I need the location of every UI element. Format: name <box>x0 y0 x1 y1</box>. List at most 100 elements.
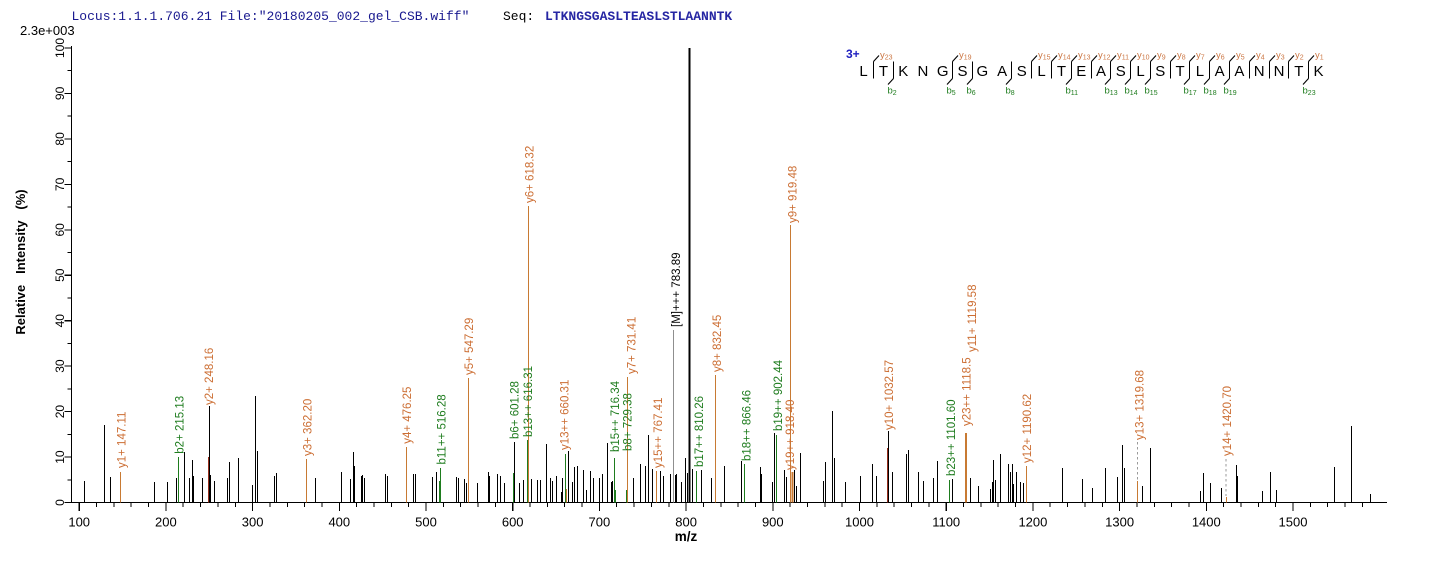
svg-text:K: K <box>1313 63 1323 80</box>
svg-text:1300: 1300 <box>1105 515 1134 530</box>
svg-text:70: 70 <box>53 177 67 191</box>
svg-text:y10+ 1032.57: y10+ 1032.57 <box>884 360 896 430</box>
svg-text:y15++ 767.41: y15++ 767.41 <box>653 398 665 468</box>
svg-text:Locus:1.1.1.706.21 File:"20180: Locus:1.1.1.706.21 File:"20180205_002_ge… <box>72 9 470 24</box>
svg-text:A: A <box>1234 63 1244 80</box>
svg-text:b15++ 716.34: b15++ 716.34 <box>610 380 622 452</box>
svg-text:y7+ 731.41: y7+ 731.41 <box>626 317 638 374</box>
svg-text:0: 0 <box>53 499 67 506</box>
svg-text:L: L <box>859 63 867 80</box>
svg-text:L: L <box>1196 63 1204 80</box>
svg-text:y12+ 1190.62: y12+ 1190.62 <box>1022 394 1034 463</box>
svg-text:100: 100 <box>53 38 67 58</box>
svg-text:y19++ 918.40: y19++ 918.40 <box>785 400 797 470</box>
svg-text:y13++ 660.31: y13++ 660.31 <box>559 380 571 450</box>
svg-text:1000: 1000 <box>845 515 874 530</box>
svg-text:10: 10 <box>53 450 67 464</box>
svg-text:b2: b2 <box>888 86 897 98</box>
svg-text:y8+ 832.45: y8+ 832.45 <box>712 315 724 372</box>
svg-text:b5: b5 <box>947 86 956 98</box>
svg-text:T: T <box>1176 63 1185 80</box>
svg-text:b23++ 1101.60: b23++ 1101.60 <box>946 399 958 476</box>
svg-text:E: E <box>1076 63 1086 80</box>
svg-text:500: 500 <box>415 515 437 530</box>
svg-text:y1: y1 <box>1315 50 1324 62</box>
svg-text:y11: y11 <box>1117 50 1129 62</box>
svg-text:m/z: m/z <box>675 529 698 544</box>
svg-text:1500: 1500 <box>1279 515 1308 530</box>
svg-text:y19: y19 <box>959 50 972 62</box>
svg-text:y4: y4 <box>1256 50 1265 62</box>
svg-text:y6: y6 <box>1216 50 1225 62</box>
svg-text:b6+ 601.28: b6+ 601.28 <box>509 381 521 439</box>
svg-text:b19++ 902.44: b19++ 902.44 <box>773 359 785 431</box>
svg-text:A: A <box>1096 63 1106 80</box>
svg-text:y15: y15 <box>1038 50 1051 62</box>
svg-text:G: G <box>937 63 949 80</box>
svg-text:40: 40 <box>53 314 67 328</box>
svg-text:y8: y8 <box>1177 50 1186 62</box>
svg-text:80: 80 <box>53 132 67 146</box>
svg-text:700: 700 <box>589 515 611 530</box>
svg-text:L: L <box>1037 63 1045 80</box>
svg-text:N: N <box>1254 63 1265 80</box>
svg-text:y6+ 618.32: y6+ 618.32 <box>524 146 536 203</box>
svg-text:900: 900 <box>762 515 784 530</box>
svg-text:y7: y7 <box>1196 50 1205 62</box>
svg-text:A: A <box>997 63 1007 80</box>
svg-text:y13+ 1319.68: y13+ 1319.68 <box>1135 370 1147 440</box>
svg-text:A: A <box>1215 63 1225 80</box>
svg-text:2.3e+003: 2.3e+003 <box>20 23 75 38</box>
svg-text:b14: b14 <box>1125 86 1138 98</box>
svg-text:T: T <box>1057 63 1066 80</box>
svg-text:400: 400 <box>328 515 350 530</box>
svg-text:y14: y14 <box>1058 50 1071 62</box>
svg-text:b19: b19 <box>1224 86 1237 98</box>
svg-text:y9+ 919.48: y9+ 919.48 <box>788 166 800 223</box>
svg-text:S: S <box>957 63 967 80</box>
svg-text:T: T <box>1294 63 1303 80</box>
svg-text:30: 30 <box>53 359 67 373</box>
svg-text:y3: y3 <box>1276 50 1285 62</box>
svg-text:S: S <box>1116 63 1126 80</box>
svg-text:S: S <box>1155 63 1165 80</box>
svg-text:G: G <box>976 63 988 80</box>
svg-text:y9: y9 <box>1157 50 1166 62</box>
svg-text:y2+ 248.16: y2+ 248.16 <box>204 348 216 405</box>
svg-text:Seq:: Seq: <box>503 9 534 24</box>
svg-text:y23: y23 <box>880 50 893 62</box>
svg-text:b15: b15 <box>1145 86 1158 98</box>
svg-text:K: K <box>898 63 908 80</box>
svg-text:y11+ 1119.58: y11+ 1119.58 <box>967 285 979 352</box>
svg-text:T: T <box>879 63 888 80</box>
svg-text:b17++ 810.26: b17++ 810.26 <box>694 396 706 467</box>
svg-text:200: 200 <box>155 515 177 530</box>
svg-text:50: 50 <box>53 268 67 282</box>
svg-text:b8+ 729.38: b8+ 729.38 <box>623 393 635 451</box>
svg-text:20: 20 <box>53 405 67 419</box>
svg-text:LTKNGSGASLTEASLSTLAANNTK: LTKNGSGASLTEASLSTLAANNTK <box>545 9 732 24</box>
svg-text:L: L <box>1136 63 1144 80</box>
svg-text:y23++ 1118.5: y23++ 1118.5 <box>962 357 974 426</box>
svg-text:90: 90 <box>53 86 67 100</box>
svg-text:N: N <box>917 63 928 80</box>
svg-text:1200: 1200 <box>1018 515 1047 530</box>
svg-text:y5: y5 <box>1236 50 1245 62</box>
svg-text:60: 60 <box>53 223 67 237</box>
svg-text:y10: y10 <box>1137 50 1150 62</box>
svg-text:b18: b18 <box>1204 86 1217 98</box>
svg-text:600: 600 <box>502 515 524 530</box>
svg-text:y5+ 547.29: y5+ 547.29 <box>464 318 476 375</box>
svg-text:b13++ 616.31: b13++ 616.31 <box>523 366 535 437</box>
svg-text:b6: b6 <box>967 86 976 98</box>
svg-text:y13: y13 <box>1078 50 1091 62</box>
svg-text:b13: b13 <box>1105 86 1118 98</box>
svg-text:1400: 1400 <box>1192 515 1221 530</box>
svg-text:y12: y12 <box>1098 50 1111 62</box>
svg-text:[M]+++ 783.89: [M]+++ 783.89 <box>671 253 683 328</box>
svg-text:3+: 3+ <box>846 47 860 61</box>
svg-text:b18++ 866.46: b18++ 866.46 <box>742 390 754 461</box>
svg-text:y1+ 147.11: y1+ 147.11 <box>117 412 129 468</box>
svg-text:300: 300 <box>242 515 264 530</box>
svg-text:y4+ 476.25: y4+ 476.25 <box>402 387 414 444</box>
